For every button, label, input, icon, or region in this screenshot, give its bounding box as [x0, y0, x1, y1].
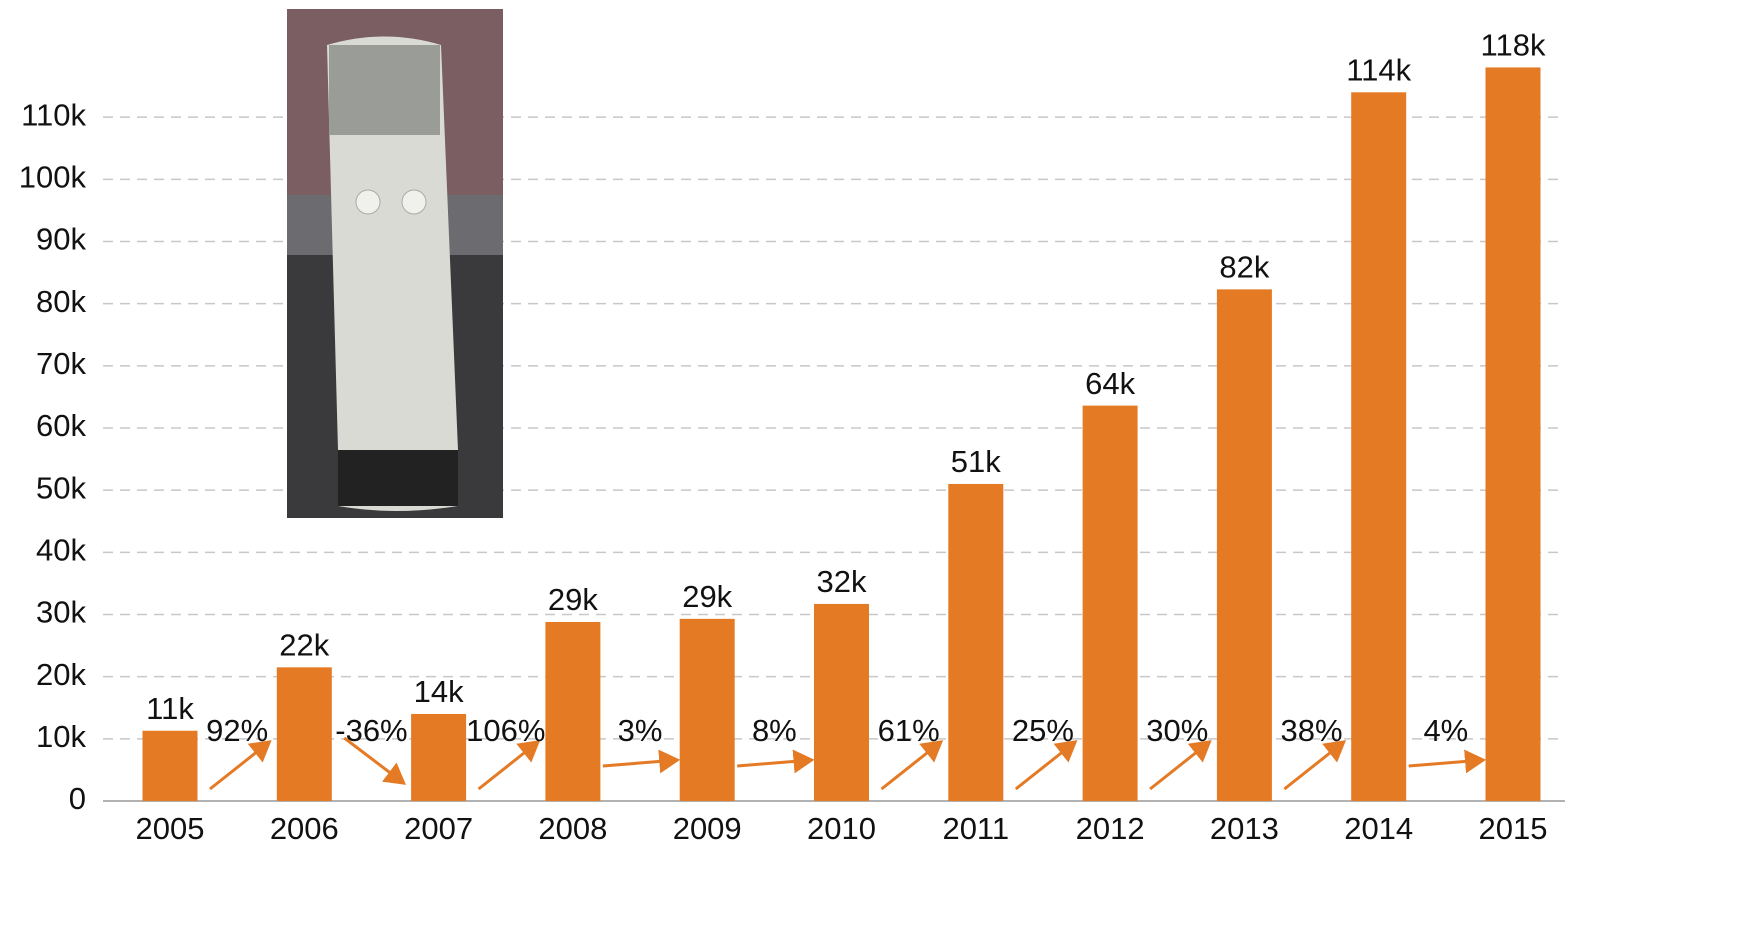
- growth-label: 38%: [1281, 713, 1343, 748]
- growth-label: 30%: [1146, 713, 1208, 748]
- value-label: 29k: [682, 579, 732, 614]
- product-photo: [287, 9, 503, 518]
- growth-arrow: [1150, 742, 1209, 789]
- y-tick-label: 30k: [36, 595, 86, 630]
- value-label: 114k: [1346, 52, 1411, 87]
- value-label: 51k: [951, 444, 1001, 479]
- value-label: 32k: [817, 564, 867, 599]
- value-label: 11k: [146, 691, 194, 726]
- y-tick-label: 70k: [36, 346, 86, 381]
- growth-arrow: [737, 760, 811, 766]
- growth-label: 3%: [618, 713, 663, 748]
- x-tick-label: 2014: [1344, 811, 1413, 846]
- y-tick-label: 100k: [19, 160, 87, 195]
- bar: [277, 667, 332, 801]
- growth-label: 61%: [878, 713, 940, 748]
- y-tick-label: 80k: [36, 284, 86, 319]
- growth-arrow: [882, 742, 941, 789]
- x-tick-label: 2015: [1479, 811, 1548, 846]
- bar: [948, 484, 1003, 801]
- x-tick-label: 2005: [136, 811, 205, 846]
- growth-arrow: [1284, 742, 1343, 789]
- bar: [1351, 92, 1406, 801]
- value-label: 14k: [414, 674, 464, 709]
- growth-label: -36%: [335, 713, 407, 748]
- value-label: 22k: [279, 628, 329, 663]
- x-tick-label: 2010: [807, 811, 876, 846]
- x-tick-label: 2008: [538, 811, 607, 846]
- bar: [545, 622, 600, 801]
- value-label: 64k: [1085, 366, 1135, 401]
- bar: [1217, 289, 1272, 801]
- y-tick-label: 90k: [36, 222, 86, 257]
- x-tick-label: 2007: [404, 811, 473, 846]
- growth-label: 4%: [1423, 713, 1468, 748]
- y-tick-label: 40k: [36, 533, 86, 568]
- growth-arrow: [1016, 742, 1075, 789]
- bar: [680, 619, 735, 801]
- growth-label: 106%: [466, 713, 545, 748]
- chart: 0 10k 20k 30k 40k 50k 60k 70k 80k 90k 100k 110k 2005…: [0, 0, 1753, 947]
- growth-label: 8%: [752, 713, 797, 748]
- growth-arrow: [479, 742, 538, 789]
- growth-label: 92%: [206, 713, 268, 748]
- bar: [1486, 67, 1541, 801]
- x-tick-label: 2012: [1076, 811, 1145, 846]
- value-label: 29k: [548, 582, 598, 617]
- y-tick-label: 0: [69, 781, 86, 816]
- bar: [814, 604, 869, 801]
- y-tick-label: 60k: [36, 408, 86, 443]
- x-tick-label: 2011: [942, 811, 1009, 846]
- bar: [1083, 406, 1138, 801]
- x-tick-label: 2006: [270, 811, 339, 846]
- y-tick-label: 110k: [21, 97, 86, 132]
- y-tick-label: 10k: [36, 719, 86, 754]
- y-tick-label: 20k: [36, 657, 86, 692]
- bar: [143, 731, 198, 801]
- x-tick-label: 2013: [1210, 811, 1279, 846]
- bar: [411, 714, 466, 801]
- growth-arrow: [210, 742, 269, 789]
- growth-label: 25%: [1012, 713, 1074, 748]
- value-label: 118k: [1481, 28, 1546, 63]
- value-label: 82k: [1219, 250, 1269, 285]
- growth-arrow: [603, 760, 677, 766]
- y-tick-label: 50k: [36, 470, 86, 505]
- growth-arrow: [1409, 760, 1483, 766]
- x-tick-label: 2009: [673, 811, 742, 846]
